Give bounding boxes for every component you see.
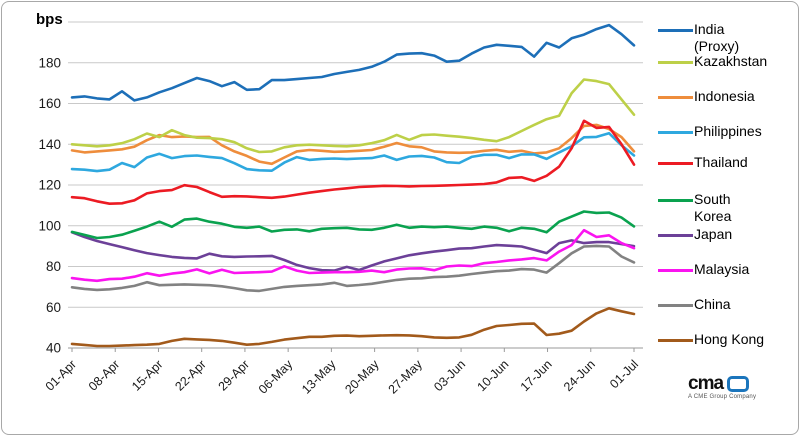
x-axis-tick-label: 20-May (342, 357, 382, 397)
series-line-india-proxy (70, 23, 636, 102)
series-line-kazakhstan (70, 78, 636, 154)
y-axis-tick-label: 160 (38, 96, 61, 111)
legend-swatch-india-proxy (658, 29, 693, 32)
series-line-malaysia (70, 228, 636, 283)
x-axis-tick-label: 27-May (386, 357, 426, 397)
cma-logo-tagline: A CME Group Company (688, 394, 757, 400)
legend-label: Thailand (694, 154, 748, 170)
cma-logo-text: cma (688, 373, 724, 394)
y-axis-tick-label: 80 (46, 259, 61, 274)
series-line-japan (70, 231, 636, 272)
legend-item-china: China (658, 296, 731, 313)
series-line-hong-kong (70, 306, 636, 348)
x-axis-tick-label: 17-Jun (518, 357, 555, 394)
y-axis-tick-label: 40 (46, 341, 61, 356)
legend-label: India (Proxy) (694, 21, 740, 54)
y-axis-tick-label: 180 (38, 55, 61, 70)
x-axis-tick-label: 29-Apr (216, 357, 252, 393)
x-axis-tick-label: 06-May (256, 357, 296, 397)
legend-swatch-japan (658, 234, 693, 237)
series-line-china (70, 244, 636, 293)
legend-item-indonesia: Indonesia (658, 88, 755, 105)
legend-label: Kazakhstan (694, 53, 768, 69)
y-axis-unit-label: bps (36, 11, 63, 28)
legend-item-philippines: Philippines (658, 123, 762, 140)
y-axis-tick-label: 120 (38, 178, 61, 193)
cma-logo: cma A CME Group Company (688, 374, 788, 400)
legend-label: Hong Kong (694, 331, 765, 347)
legend-swatch-china (658, 304, 693, 307)
legend-item-south-korea: South Korea (658, 191, 731, 225)
series-line-philippines (70, 131, 636, 173)
y-axis-tick-label: 100 (38, 218, 61, 233)
y-axis-tick-label: 60 (46, 300, 61, 315)
legend-swatch-indonesia (658, 96, 693, 99)
x-axis-tick-label: 08-Apr (86, 357, 122, 393)
legend-label: Malaysia (694, 261, 750, 277)
legend-item-japan: Japan (658, 226, 732, 243)
x-axis-tick-label: 03-Jun (431, 357, 468, 394)
x-axis-tick-label: 24-Jun (561, 357, 598, 394)
x-axis-tick-label: 01-Apr (43, 357, 79, 393)
x-axis-tick-label: 22-Apr (172, 357, 208, 393)
legend-item-india-proxy: India (Proxy) (658, 21, 739, 55)
legend-item-hong-kong: Hong Kong (658, 331, 764, 348)
legend-item-kazakhstan: Kazakhstan (658, 53, 767, 70)
x-axis-tick-label: 10-Jun (474, 357, 511, 394)
legend-swatch-south-korea (658, 199, 693, 202)
legend-item-malaysia: Malaysia (658, 261, 749, 278)
legend-label: South Korea (694, 191, 732, 224)
series-line-thailand (70, 119, 636, 205)
series-line-south-korea (70, 210, 636, 240)
legend-swatch-kazakhstan (658, 61, 693, 64)
x-axis-tick-label: 15-Apr (129, 357, 165, 393)
legend-label: Japan (694, 226, 733, 242)
legend-swatch-philippines (658, 131, 693, 134)
y-axis-tick-label: 140 (38, 137, 61, 152)
legend-swatch-thailand (658, 162, 693, 165)
chart-legend: India (Proxy) Kazakhstan Indonesia Philippi… (658, 0, 794, 436)
legend-label: Philippines (694, 123, 762, 139)
series-line-indonesia (70, 123, 636, 166)
cma-logo-mark-icon (727, 375, 750, 392)
legend-item-thailand: Thailand (658, 154, 748, 171)
legend-swatch-hong-kong (658, 339, 693, 342)
legend-swatch-malaysia (658, 269, 693, 272)
x-axis-tick-label: 01-Jul (607, 357, 641, 391)
legend-label: Indonesia (694, 88, 755, 104)
legend-label: China (694, 296, 731, 312)
x-axis-tick-label: 13-May (299, 357, 339, 397)
